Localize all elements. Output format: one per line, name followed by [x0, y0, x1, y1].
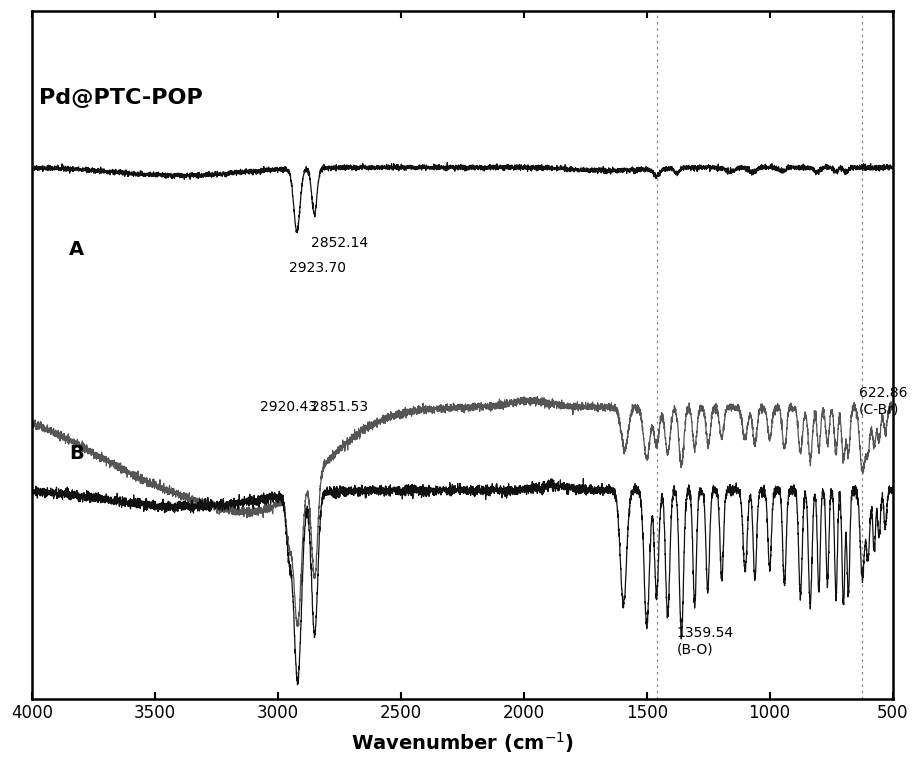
Text: 622.86
(C-Br): 622.86 (C-Br) — [858, 386, 907, 417]
Text: 1359.54
(B-O): 1359.54 (B-O) — [676, 626, 734, 656]
X-axis label: Wavenumber (cm$^{-1}$): Wavenumber (cm$^{-1}$) — [351, 730, 574, 755]
Text: A: A — [69, 240, 84, 259]
Text: 2851.53: 2851.53 — [310, 400, 368, 414]
Text: 2920.43: 2920.43 — [261, 400, 317, 414]
Text: 2852.14: 2852.14 — [310, 236, 368, 250]
Text: B: B — [69, 444, 84, 463]
Text: Pd@PTC-POP: Pd@PTC-POP — [40, 88, 203, 108]
Text: 2923.70: 2923.70 — [289, 260, 346, 274]
